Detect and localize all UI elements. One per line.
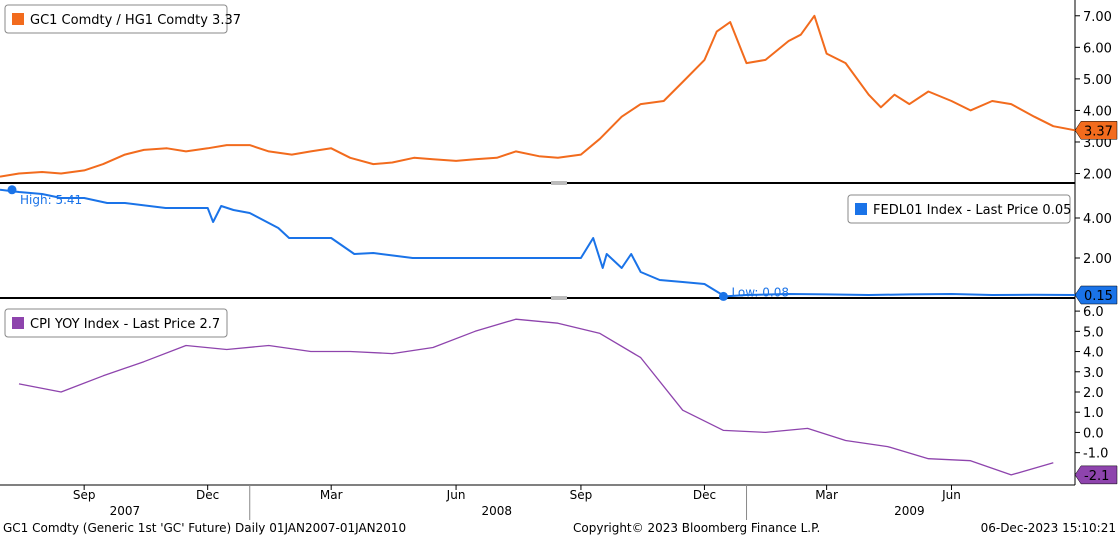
series-line-1[interactable] [0,188,1076,298]
xtick-month-label: Sep [570,488,593,502]
xtick-year-label: 2007 [110,504,141,518]
footer-copyright: Copyright© 2023 Bloomberg Finance L.P. [573,521,820,535]
ytick-label: -1.0 [1083,447,1108,462]
legend-cpi-yoy[interactable]: CPI YOY Index - Last Price 2.7 [4,308,228,338]
labels-layer: 3.37 0.15 High: 5.41 Low: 0.08 -2.1 [7,121,1118,485]
ytick-label: 5.00 [1083,73,1112,88]
xtick-month-label: Mar [320,488,343,502]
ytick-label: 7.00 [1083,10,1112,25]
ytick-label: 2.00 [1083,168,1112,183]
axes: 2.00 3.00 4.00 5.00 6.00 7.00 2.00 4.00 -1.0 0.0 1… [73,10,1112,520]
legend-fedl01-swatch [855,203,867,215]
legend-gc1-hg1-swatch [12,13,24,25]
xtick-month-label: Mar [815,488,838,502]
ytick-label: 2.0 [1083,386,1104,401]
ytick-label: 4.0 [1083,346,1104,361]
xtick-month-label: Sep [73,488,96,502]
annotation-marker[interactable] [718,291,728,301]
last-value-label-2: -2.1 [1084,469,1109,484]
legend-gc1-hg1-label: GC1 Comdty / HG1 Comdty 3.37 [30,13,241,28]
ytick-label: 5.0 [1083,325,1104,340]
ytick-label: 1.0 [1083,406,1104,421]
ytick-label: 4.00 [1083,212,1112,227]
ytick-label: 4.00 [1083,104,1112,119]
ytick-label: 6.0 [1083,305,1104,320]
series-layer [0,14,1076,476]
xtick-month-label: Jun [446,488,466,502]
legend-fedl01-box [847,194,1071,224]
annotation-marker[interactable] [7,185,17,195]
last-value-label-0: 3.37 [1084,124,1113,139]
last-value-tag-1 [1074,285,1118,305]
xtick-year-label: 2009 [894,504,925,518]
xtick-month-label: Dec [196,488,219,502]
legend-fedl01[interactable]: FEDL01 Index - Last Price 0.05 [847,194,1071,224]
ytick-label: 3.0 [1083,366,1104,381]
last-value-tag-2 [1074,465,1118,485]
series-line-2[interactable] [18,318,1054,476]
footer-security-info: GC1 Comdty (Generic 1st 'GC' Future) Dai… [3,521,406,535]
legend-cpi-yoy-swatch [12,317,24,329]
panel-divider-2-grip[interactable] [551,296,567,300]
last-value-label-1: 0.15 [1084,289,1113,304]
ytick-label: 0.0 [1083,426,1104,441]
ytick-label: 2.00 [1083,252,1112,267]
panel-divider-1-grip[interactable] [551,181,567,185]
xtick-month-label: Jun [941,488,961,502]
annotation-label: Low: 0.08 [731,285,789,299]
ytick-label: 3.00 [1083,136,1112,151]
footer-timestamp: 06-Dec-2023 15:10:21 [981,521,1116,535]
panel-frames [0,0,1076,486]
last-value-tag-0 [1074,121,1118,140]
annotation-label: High: 5.41 [20,193,82,207]
legend-gc1-hg1-box [4,4,228,34]
legend-fedl01-label: FEDL01 Index - Last Price 0.05 [873,203,1071,218]
xtick-month-label: Dec [693,488,716,502]
ytick-label: 6.00 [1083,41,1112,56]
xtick-year-label: 2008 [482,504,513,518]
legend-gc1-hg1[interactable]: GC1 Comdty / HG1 Comdty 3.37 [4,4,241,34]
legend-cpi-yoy-label: CPI YOY Index - Last Price 2.7 [30,317,220,332]
series-line-0[interactable] [0,14,1076,178]
legend-cpi-yoy-box [4,308,228,338]
